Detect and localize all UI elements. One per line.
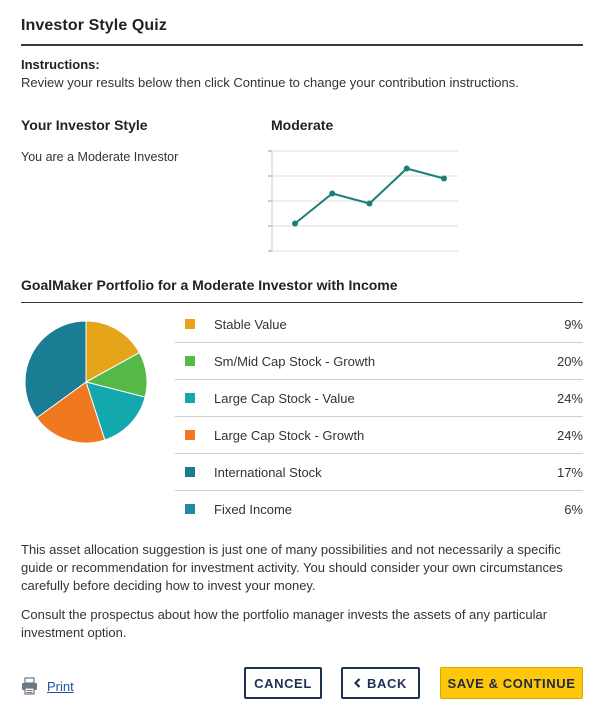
pie-slice	[35, 381, 106, 444]
allocation-percent: 24%	[556, 427, 583, 443]
instructions-text: Review your results below then click Con…	[21, 75, 519, 90]
chart-point	[366, 200, 373, 207]
style-line-chart	[268, 150, 458, 252]
chevron-left-icon	[354, 678, 361, 688]
instructions-label: Instructions:	[21, 57, 100, 72]
investor-style-description: You are a Moderate Investor	[21, 150, 179, 164]
color-swatch-icon	[185, 356, 195, 366]
save-continue-button[interactable]: SAVE & CONTINUE	[440, 667, 583, 699]
allocation-percent: 9%	[564, 316, 583, 332]
color-swatch-icon	[185, 319, 195, 329]
allocation-name: International Stock	[214, 464, 322, 480]
print-link[interactable]: Print	[47, 678, 74, 694]
allocation-row: Large Cap Stock - Growth 24%	[175, 417, 583, 454]
color-swatch-icon	[185, 504, 195, 514]
allocation-name: Stable Value	[214, 316, 287, 332]
allocation-name: Sm/Mid Cap Stock - Growth	[214, 353, 376, 369]
chart-point	[292, 220, 298, 227]
cancel-button[interactable]: CANCEL	[244, 667, 322, 699]
allocation-percent: 24%	[556, 390, 583, 406]
portfolio-pie-chart	[24, 320, 148, 444]
allocation-name: Large Cap Stock - Growth	[214, 427, 365, 443]
chart-point	[329, 190, 336, 197]
page-title: Investor Style Quiz	[21, 17, 167, 34]
print-control[interactable]: Print	[21, 677, 74, 695]
consult-text: Consult the prospectus about how the por…	[21, 607, 548, 640]
allocation-row: Fixed Income 6%	[175, 491, 583, 527]
allocation-row: Sm/Mid Cap Stock - Growth 20%	[175, 343, 583, 380]
allocation-name: Fixed Income	[214, 501, 293, 517]
allocation-row: Large Cap Stock - Value 24%	[175, 380, 583, 417]
allocation-percent: 17%	[556, 464, 583, 480]
pie-slice	[24, 320, 87, 419]
allocation-list: Stable Value 9% Sm/Mid Cap Stock - Growt…	[175, 306, 583, 527]
chart-point	[441, 175, 447, 182]
color-swatch-icon	[185, 430, 195, 440]
printer-icon[interactable]	[21, 677, 38, 695]
color-swatch-icon	[185, 393, 195, 403]
allocation-percent: 6%	[564, 501, 583, 517]
allocation-name: Large Cap Stock - Value	[214, 390, 355, 406]
investor-style-label: Your Investor Style	[21, 117, 148, 133]
pie-slice	[85, 320, 141, 383]
cancel-button-label: CANCEL	[254, 675, 312, 691]
allocation-row: Stable Value 9%	[175, 306, 583, 343]
chart-point	[403, 165, 410, 172]
allocation-row: International Stock 17%	[175, 454, 583, 491]
color-swatch-icon	[185, 467, 195, 477]
pie-slice	[85, 381, 146, 441]
disclaimer-text: This asset allocation suggestion is just…	[21, 542, 563, 593]
style-chart-label: Moderate	[271, 117, 334, 133]
back-button[interactable]: BACK	[341, 667, 420, 699]
portfolio-title: GoalMaker Portfolio for a Moderate Inves…	[21, 277, 583, 303]
save-button-label: SAVE & CONTINUE	[447, 675, 576, 691]
allocation-percent: 20%	[556, 353, 583, 369]
chart-series-line	[294, 167, 445, 225]
page-header: Investor Style Quiz	[21, 17, 583, 46]
back-button-label: BACK	[367, 675, 407, 691]
